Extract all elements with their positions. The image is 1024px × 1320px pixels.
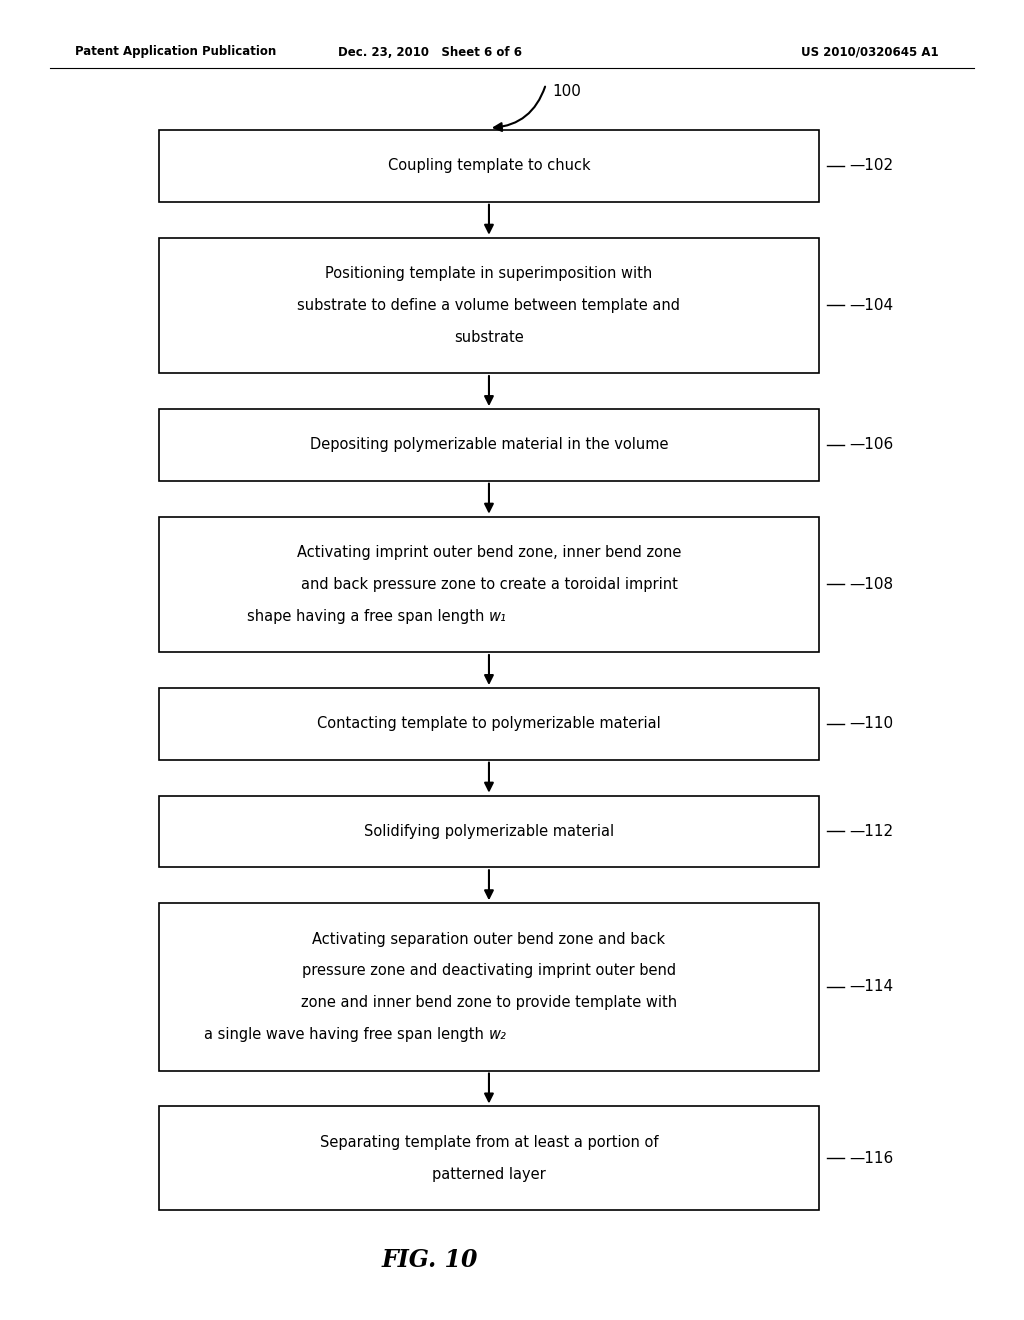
Bar — [159, 903, 819, 1071]
Text: —106: —106 — [849, 437, 894, 453]
Text: —110: —110 — [849, 717, 893, 731]
Text: and back pressure zone to create a toroidal imprint: and back pressure zone to create a toroi… — [300, 577, 678, 591]
Text: Activating separation outer bend zone and back: Activating separation outer bend zone an… — [312, 932, 666, 946]
Bar — [159, 1106, 819, 1210]
Text: US 2010/0320645 A1: US 2010/0320645 A1 — [801, 45, 939, 58]
Text: Activating imprint outer bend zone, inner bend zone: Activating imprint outer bend zone, inne… — [297, 545, 681, 560]
Text: Separating template from at least a portion of: Separating template from at least a port… — [319, 1135, 658, 1150]
Text: shape having a free span length: shape having a free span length — [247, 609, 489, 623]
Text: w₂: w₂ — [489, 1027, 507, 1043]
Text: —116: —116 — [849, 1151, 894, 1166]
Bar — [159, 238, 819, 374]
Text: Coupling template to chuck: Coupling template to chuck — [388, 158, 590, 173]
Text: Depositing polymerizable material in the volume: Depositing polymerizable material in the… — [309, 437, 669, 453]
Text: zone and inner bend zone to provide template with: zone and inner bend zone to provide temp… — [301, 995, 677, 1010]
Text: w₁: w₁ — [489, 609, 507, 623]
Text: Solidifying polymerizable material: Solidifying polymerizable material — [364, 824, 614, 840]
Text: substrate to define a volume between template and: substrate to define a volume between tem… — [297, 298, 681, 313]
Bar — [159, 129, 819, 202]
Bar — [159, 688, 819, 760]
Text: —104: —104 — [849, 298, 893, 313]
Text: patterned layer: patterned layer — [432, 1167, 546, 1181]
Text: 100: 100 — [552, 84, 581, 99]
Text: —114: —114 — [849, 979, 893, 994]
Text: Patent Application Publication: Patent Application Publication — [75, 45, 276, 58]
Text: Dec. 23, 2010   Sheet 6 of 6: Dec. 23, 2010 Sheet 6 of 6 — [338, 45, 522, 58]
Text: a single wave having free span length: a single wave having free span length — [205, 1027, 489, 1043]
Text: —112: —112 — [849, 824, 893, 840]
Text: FIG. 10: FIG. 10 — [382, 1247, 478, 1272]
Text: pressure zone and deactivating imprint outer bend: pressure zone and deactivating imprint o… — [302, 964, 676, 978]
Bar — [159, 409, 819, 480]
Bar — [159, 796, 819, 867]
Text: —102: —102 — [849, 158, 893, 173]
Bar — [159, 516, 819, 652]
Text: —108: —108 — [849, 577, 893, 591]
Text: substrate: substrate — [454, 330, 524, 345]
Text: Contacting template to polymerizable material: Contacting template to polymerizable mat… — [317, 717, 660, 731]
Text: Positioning template in superimposition with: Positioning template in superimposition … — [326, 265, 652, 281]
